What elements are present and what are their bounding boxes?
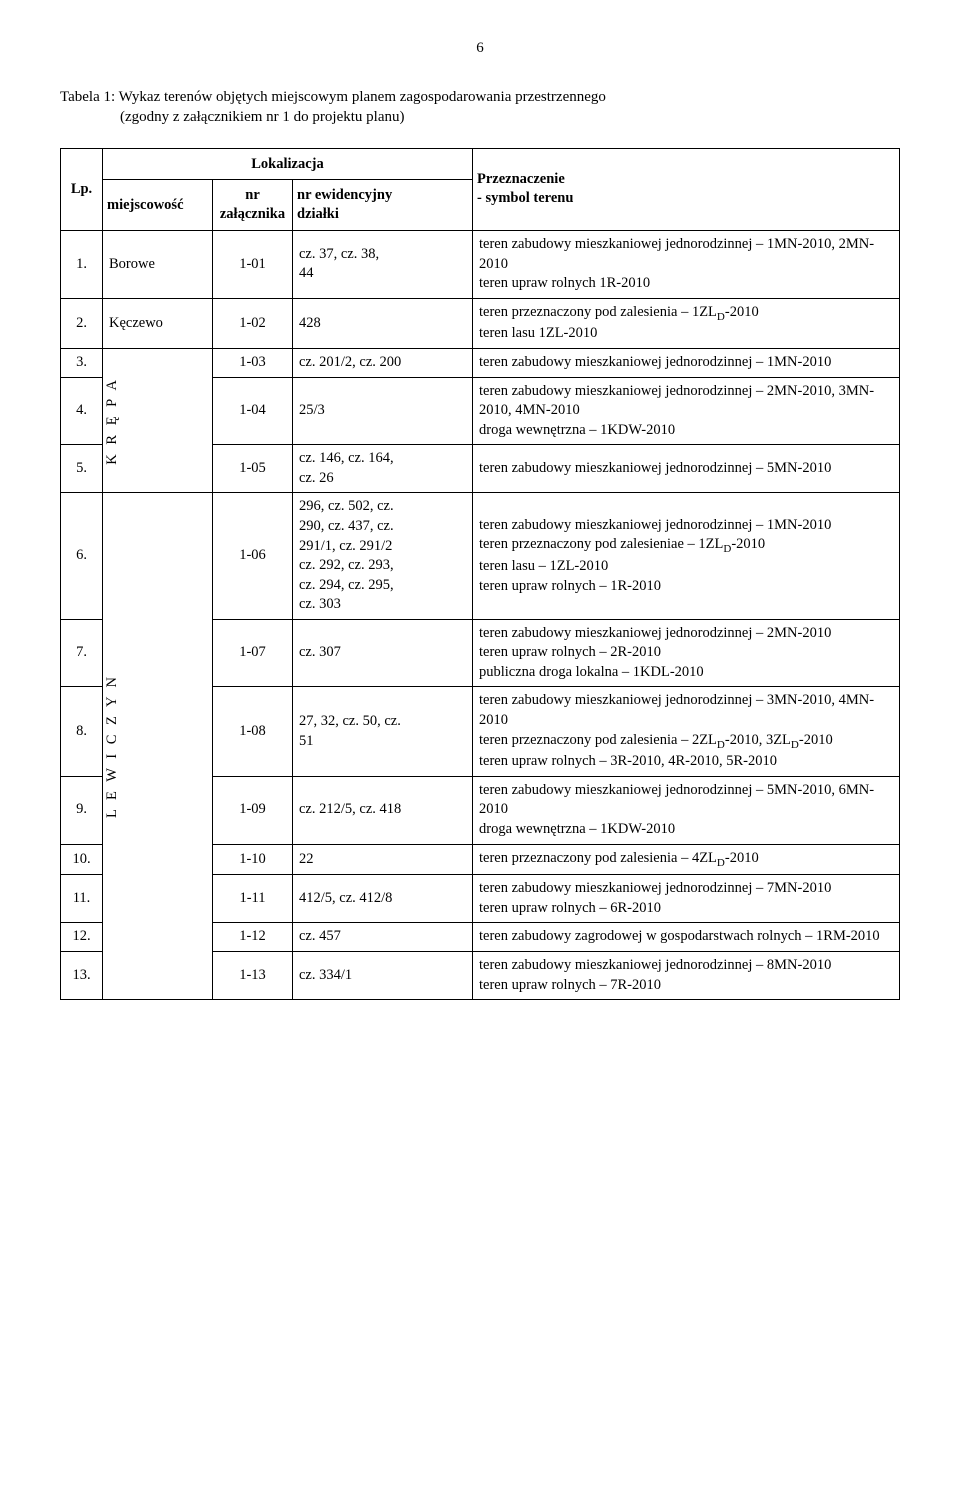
cell-ewidencyjny: 22: [293, 844, 473, 875]
vertical-label-lewiczyn: L E W I C Z Y N: [103, 674, 123, 818]
header-nr-ewidencyjny: nr ewidencyjnydziałki: [293, 180, 473, 231]
cell-ewidencyjny: 25/3: [293, 377, 473, 445]
cell-przeznaczenie: teren zabudowy mieszkaniowej jednorodzin…: [473, 377, 900, 445]
cell-przeznaczenie: teren zabudowy mieszkaniowej jednorodzin…: [473, 445, 900, 493]
cell-przeznaczenie: teren zabudowy zagrodowej w gospodarstwa…: [473, 923, 900, 952]
cell-ewidencyjny: 428: [293, 298, 473, 348]
cell-przeznaczenie: teren zabudowy mieszkaniowej jednorodzin…: [473, 493, 900, 619]
cell-ewidencyjny: cz. 201/2, cz. 200: [293, 349, 473, 378]
cell-miejscowosc: Kęczewo: [103, 298, 213, 348]
table-row: 1. Borowe 1-01 cz. 37, cz. 38,44 teren z…: [61, 231, 900, 299]
caption-line1: Tabela 1: Wykaz terenów objętych miejsco…: [60, 89, 606, 105]
cell-ewidencyjny: cz. 37, cz. 38,44: [293, 231, 473, 299]
cell-ewidencyjny: cz. 146, cz. 164,cz. 26: [293, 445, 473, 493]
cell-lp: 9.: [61, 776, 103, 844]
cell-przeznaczenie: teren zabudowy mieszkaniowej jednorodzin…: [473, 776, 900, 844]
cell-zalacznik: 1-06: [213, 493, 293, 619]
cell-przeznaczenie: teren zabudowy mieszkaniowej jednorodzin…: [473, 875, 900, 923]
cell-lp: 13.: [61, 951, 103, 999]
page-number: 6: [60, 40, 900, 57]
table-row: 2. Kęczewo 1-02 428 teren przeznaczony p…: [61, 298, 900, 348]
table-caption: Tabela 1: Wykaz terenów objętych miejsco…: [60, 87, 900, 128]
cell-zalacznik: 1-08: [213, 687, 293, 776]
cell-ewidencyjny: cz. 212/5, cz. 418: [293, 776, 473, 844]
cell-ewidencyjny: cz. 457: [293, 923, 473, 952]
cell-zalacznik: 1-01: [213, 231, 293, 299]
cell-ewidencyjny: 296, cz. 502, cz.290, cz. 437, cz.291/1,…: [293, 493, 473, 619]
cell-zalacznik: 1-12: [213, 923, 293, 952]
header-lokalizacja: Lokalizacja: [103, 148, 473, 180]
table-row: 6. L E W I C Z Y N 1-06 296, cz. 502, cz…: [61, 493, 900, 619]
cell-zalacznik: 1-09: [213, 776, 293, 844]
cell-przeznaczenie: teren zabudowy mieszkaniowej jednorodzin…: [473, 619, 900, 687]
cell-lp: 2.: [61, 298, 103, 348]
cell-lp: 6.: [61, 493, 103, 619]
table-row: 3. K R Ę P A 1-03 cz. 201/2, cz. 200 ter…: [61, 349, 900, 378]
cell-zalacznik: 1-13: [213, 951, 293, 999]
cell-lp: 3.: [61, 349, 103, 378]
cell-lp: 12.: [61, 923, 103, 952]
header-nr-zalacznika: nrzałącznika: [213, 180, 293, 231]
cell-przeznaczenie: teren przeznaczony pod zalesienia – 1ZLD…: [473, 298, 900, 348]
cell-zalacznik: 1-11: [213, 875, 293, 923]
table-body: 1. Borowe 1-01 cz. 37, cz. 38,44 teren z…: [61, 231, 900, 1000]
cell-lp: 10.: [61, 844, 103, 875]
cell-miejscowosc-krepa: K R Ę P A: [103, 349, 213, 493]
cell-zalacznik: 1-02: [213, 298, 293, 348]
cell-miejscowosc-lewiczyn: L E W I C Z Y N: [103, 493, 213, 1000]
cell-lp: 7.: [61, 619, 103, 687]
cell-przeznaczenie: teren zabudowy mieszkaniowej jednorodzin…: [473, 687, 900, 776]
cell-zalacznik: 1-10: [213, 844, 293, 875]
cell-ewidencyjny: 27, 32, cz. 50, cz.51: [293, 687, 473, 776]
cell-zalacznik: 1-03: [213, 349, 293, 378]
cell-ewidencyjny: cz. 334/1: [293, 951, 473, 999]
vertical-label-krepa: K R Ę P A: [103, 377, 123, 465]
header-row-1: Lp. Lokalizacja Przeznaczenie- symbol te…: [61, 148, 900, 180]
land-use-table: Lp. Lokalizacja Przeznaczenie- symbol te…: [60, 148, 900, 1001]
caption-line2: (zgodny z załącznikiem nr 1 do projektu …: [60, 107, 900, 127]
cell-przeznaczenie: teren zabudowy mieszkaniowej jednorodzin…: [473, 231, 900, 299]
cell-przeznaczenie: teren zabudowy mieszkaniowej jednorodzin…: [473, 349, 900, 378]
cell-lp: 8.: [61, 687, 103, 776]
cell-lp: 5.: [61, 445, 103, 493]
cell-zalacznik: 1-05: [213, 445, 293, 493]
cell-przeznaczenie: teren przeznaczony pod zalesienia – 4ZLD…: [473, 844, 900, 875]
header-przeznaczenie: Przeznaczenie- symbol terenu: [473, 148, 900, 231]
cell-ewidencyjny: 412/5, cz. 412/8: [293, 875, 473, 923]
header-miejscowosc: miejscowość: [103, 180, 213, 231]
header-lp: Lp.: [61, 148, 103, 231]
cell-przeznaczenie: teren zabudowy mieszkaniowej jednorodzin…: [473, 951, 900, 999]
cell-ewidencyjny: cz. 307: [293, 619, 473, 687]
cell-zalacznik: 1-04: [213, 377, 293, 445]
cell-lp: 1.: [61, 231, 103, 299]
cell-lp: 11.: [61, 875, 103, 923]
cell-lp: 4.: [61, 377, 103, 445]
cell-zalacznik: 1-07: [213, 619, 293, 687]
cell-miejscowosc: Borowe: [103, 231, 213, 299]
